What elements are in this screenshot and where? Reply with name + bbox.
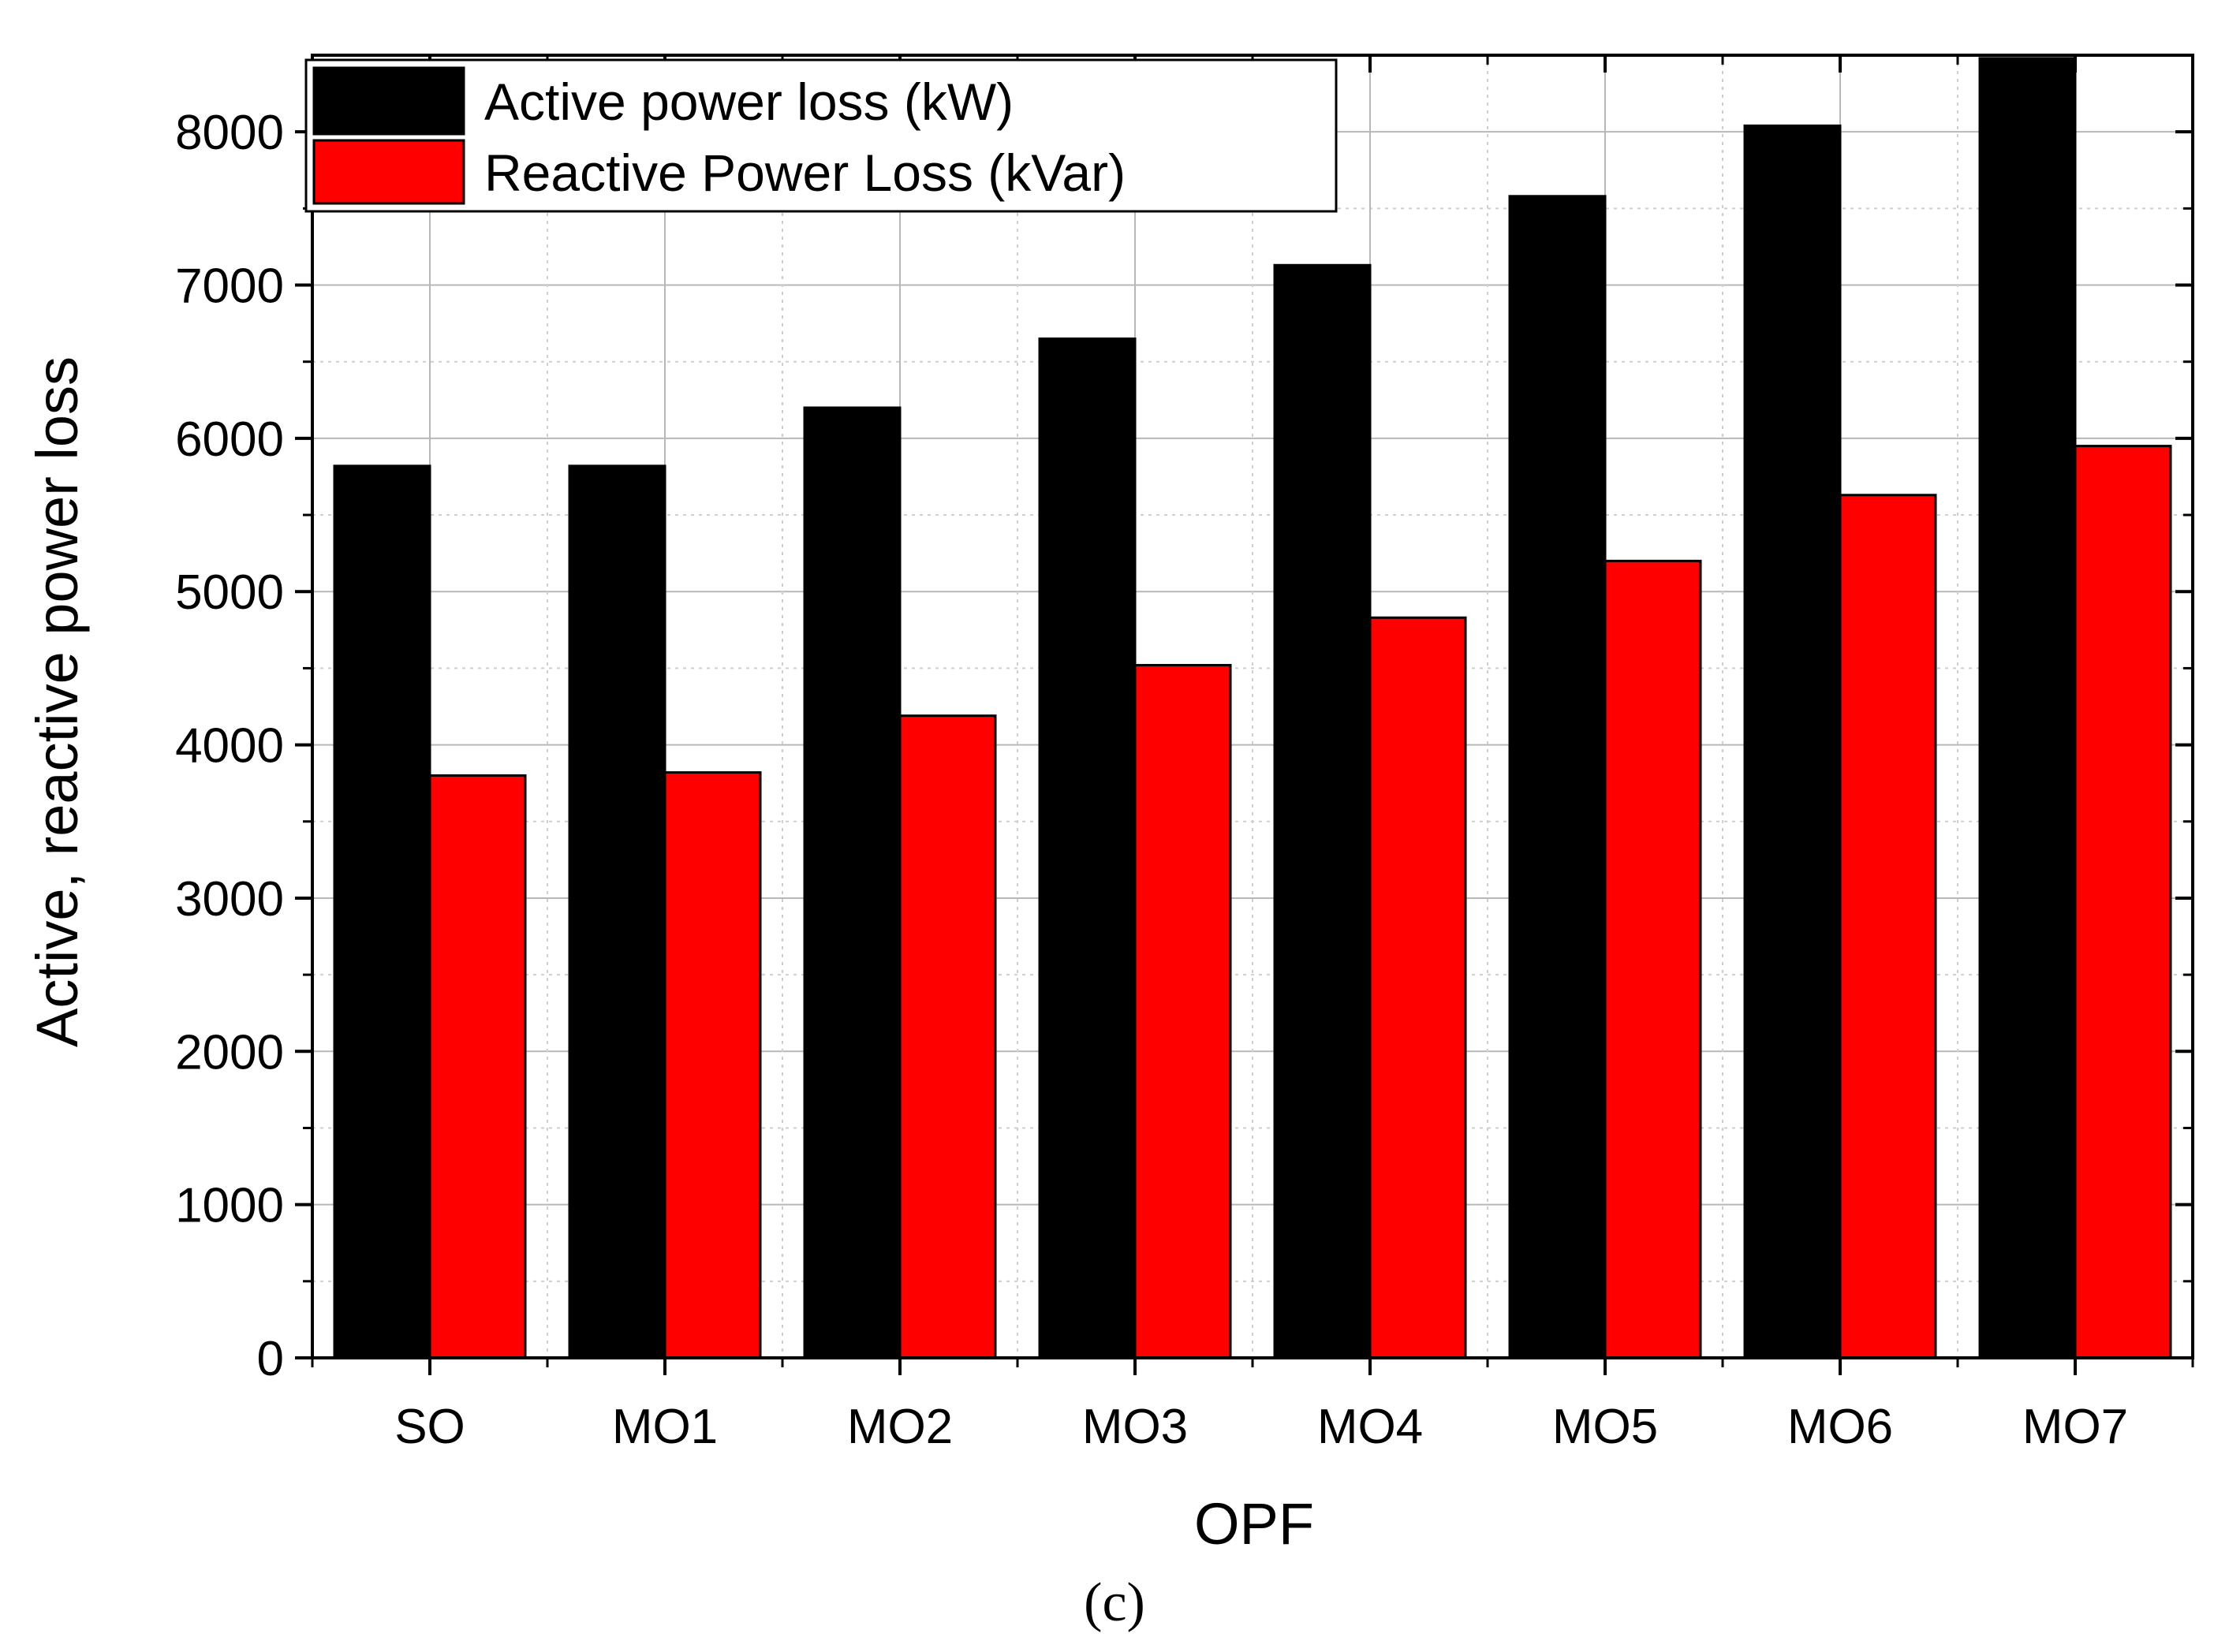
bar-active-mo3: [1038, 337, 1137, 1359]
bar-reactive-mo5: [1604, 559, 1702, 1359]
bar-active-so: [333, 464, 431, 1359]
bar-reactive-so: [428, 774, 527, 1359]
y-tick-label: 6000: [175, 412, 284, 467]
bar-reactive-mo1: [663, 771, 762, 1359]
y-tick-label: 1000: [175, 1179, 284, 1233]
y-tick-label: 3000: [175, 872, 284, 927]
y-tick-label: 8000: [175, 106, 284, 160]
legend-label-active: Active power loss (kW): [484, 73, 1014, 131]
figure-caption: (c): [1084, 1572, 1145, 1633]
y-tick-label: 4000: [175, 719, 284, 774]
y-tick-label: 2000: [175, 1025, 284, 1080]
x-tick-label-mo7: MO7: [2022, 1400, 2128, 1454]
y-tick-label: 7000: [175, 259, 284, 314]
bar-active-mo4: [1273, 263, 1372, 1359]
x-tick-label-mo3: MO3: [1082, 1400, 1188, 1454]
y-axis-title: Active, reactive power loss: [24, 356, 90, 1047]
legend: Active power loss (kW) Reactive Power Lo…: [304, 58, 1338, 213]
bar-reactive-mo6: [1839, 494, 1937, 1359]
bar-reactive-mo7: [2074, 445, 2172, 1359]
bar-active-mo2: [803, 406, 902, 1359]
bar-reactive-mo2: [898, 714, 997, 1359]
bar-reactive-mo4: [1368, 616, 1467, 1359]
y-tick-labels: 0 1000 2000 3000 4000 5000 6000 7000 8000: [175, 106, 284, 1386]
legend-swatch-reactive: [312, 139, 465, 205]
bar-reactive-mo3: [1133, 664, 1232, 1359]
legend-label-reactive: Reactive Power Loss (kVar): [484, 144, 1126, 202]
bar-active-mo1: [568, 464, 666, 1359]
x-tick-label-mo1: MO1: [612, 1400, 718, 1454]
axis-ticks: [295, 55, 2194, 1375]
x-tick-label-mo4: MO4: [1317, 1400, 1423, 1454]
y-tick-label: 0: [257, 1332, 284, 1386]
y-tick-label: 5000: [175, 565, 284, 620]
x-tick-label-mo5: MO5: [1552, 1400, 1658, 1454]
x-tick-labels: SO MO1 MO2 MO3 MO4 MO5 MO6 MO7: [394, 1400, 2128, 1454]
x-tick-label-mo6: MO6: [1787, 1400, 1893, 1454]
x-tick-label-so: SO: [394, 1400, 465, 1454]
x-tick-label-mo2: MO2: [847, 1400, 953, 1454]
legend-swatch-active: [312, 66, 465, 136]
bar-active-mo6: [1743, 124, 1842, 1359]
bar-active-mo5: [1508, 195, 1607, 1359]
bar-active-mo7: [1978, 57, 2077, 1359]
legend-box: [304, 58, 1338, 213]
x-axis-title: OPF: [1194, 1491, 1314, 1557]
